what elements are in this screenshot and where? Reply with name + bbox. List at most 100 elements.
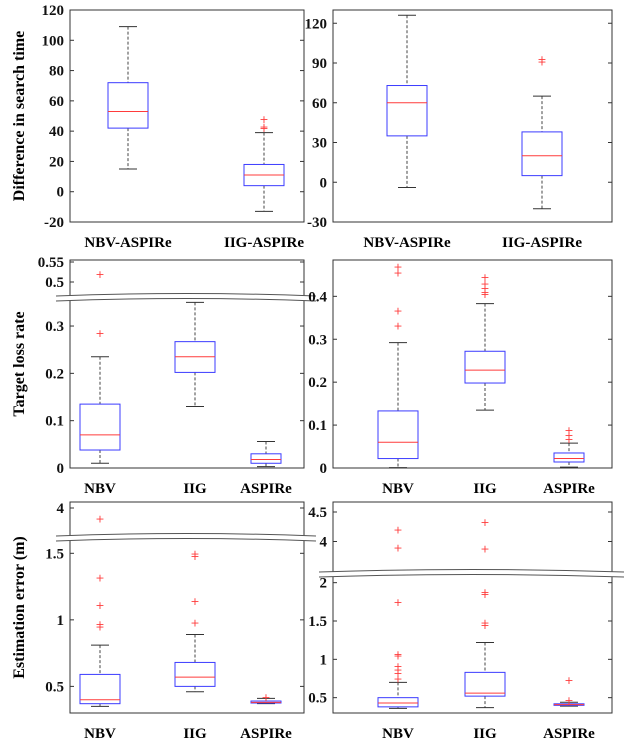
outlier-marker: + xyxy=(393,650,402,663)
y-tick-label: 80 xyxy=(49,64,64,80)
outlier-marker: + xyxy=(190,547,199,560)
box-iqr xyxy=(174,661,216,687)
y-tick-label: 0.3 xyxy=(45,319,64,335)
box-iqr xyxy=(107,82,149,129)
box-iqr xyxy=(79,673,121,705)
y-tick-label: 1 xyxy=(320,652,328,668)
y-tick-label: 60 xyxy=(312,96,327,112)
outlier-marker: + xyxy=(259,121,268,134)
y-tick-label: 0.5 xyxy=(45,679,64,695)
outlier-marker: + xyxy=(95,571,104,584)
outlier-marker: + xyxy=(480,288,489,301)
outlier-marker: + xyxy=(190,550,199,563)
outlier-marker: + xyxy=(393,596,402,609)
outlier-marker: + xyxy=(393,524,402,537)
y-tick-label: -20 xyxy=(44,215,64,231)
axis-break-line xyxy=(318,569,624,573)
y-tick-label: 0.1 xyxy=(308,418,327,434)
y-tick-label: 0.5 xyxy=(308,691,327,707)
box-iig xyxy=(174,301,216,407)
y-tick-label: 90 xyxy=(312,56,327,72)
box-iqr xyxy=(553,452,585,463)
box-nbv: +++++ xyxy=(79,512,121,707)
axis-break-line xyxy=(55,298,317,302)
plot-frame xyxy=(332,9,613,223)
outlier-marker: + xyxy=(480,286,489,299)
box-iqr xyxy=(521,131,563,177)
axis-break-line xyxy=(55,538,317,542)
box-nbv-aspire xyxy=(107,26,149,170)
box-iig: ++++ xyxy=(174,547,216,693)
category-label: IIG-ASPIRe xyxy=(224,235,304,251)
box-iig: +++++ xyxy=(464,271,506,411)
box-nbv-aspire xyxy=(386,14,428,189)
outlier-marker: + xyxy=(393,663,402,676)
y-axis-label: Target loss rate xyxy=(11,311,28,416)
y-tick-label: 0 xyxy=(320,461,328,477)
axis-break-line xyxy=(55,293,317,297)
outlier-marker: + xyxy=(393,673,402,686)
box-iqr xyxy=(79,403,121,451)
y-axis-label: Difference in search time xyxy=(11,31,28,201)
box-aspire: ++ xyxy=(553,674,585,707)
outlier-marker: + xyxy=(564,429,573,442)
axis-break-line xyxy=(55,533,317,537)
category-label: ASPIRe xyxy=(240,481,292,497)
box-iqr xyxy=(464,350,506,384)
outlier-marker: + xyxy=(95,512,104,525)
y-tick-label: 4 xyxy=(57,501,65,517)
y-tick-label: -30 xyxy=(307,215,327,231)
box-iig-aspire: +++ xyxy=(243,113,285,212)
outlier-marker: + xyxy=(480,619,489,632)
outlier-marker: + xyxy=(261,691,270,704)
category-label: NBV xyxy=(382,481,414,497)
outlier-marker: + xyxy=(393,320,402,333)
category-label: IIG xyxy=(473,726,497,742)
box-iqr xyxy=(250,453,282,464)
y-tick-label: 60 xyxy=(49,94,64,110)
y-tick-label: 0.2 xyxy=(45,366,64,382)
box-aspire xyxy=(250,440,282,468)
category-label: IIG-ASPIRe xyxy=(502,235,582,251)
outlier-marker: + xyxy=(480,277,489,290)
box-iqr xyxy=(377,410,419,460)
outlier-marker: + xyxy=(480,516,489,529)
chart-panel-2: -30 0 30 60 90 120 ++ NBV-ASPIRe IIG-ASPIRe xyxy=(305,9,613,251)
outlier-marker: + xyxy=(564,694,573,707)
category-label: NBV-ASPIRe xyxy=(84,235,172,251)
box-aspire: +++ xyxy=(553,424,585,468)
box-iig-aspire: ++ xyxy=(521,53,563,210)
category-label: ASPIRe xyxy=(240,726,292,742)
outlier-marker: + xyxy=(95,268,104,281)
outlier-marker: + xyxy=(393,648,402,661)
outlier-marker: + xyxy=(480,588,489,601)
category-label: IIG xyxy=(183,481,207,497)
outlier-marker: + xyxy=(564,433,573,446)
outlier-marker: + xyxy=(480,543,489,556)
outlier-marker: + xyxy=(564,424,573,437)
y-tick-label: 4.5 xyxy=(308,505,327,521)
y-tick-label: 0.3 xyxy=(308,332,327,348)
outlier-marker: + xyxy=(564,674,573,687)
box-nbv: ++++ xyxy=(377,260,419,469)
category-label: NBV xyxy=(84,726,116,742)
chart-panel-1: -20 0 20 40 60 80 100 120 +++ NBV-ASPIRe IIG-ASPIR… xyxy=(11,3,305,251)
y-tick-label: 30 xyxy=(312,136,327,152)
box-iqr xyxy=(386,85,428,137)
box-iqr xyxy=(377,697,419,708)
box-nbv: ++ xyxy=(79,268,121,464)
outlier-marker: + xyxy=(393,304,402,317)
outlier-marker: + xyxy=(95,621,104,634)
chart-panel-4: 00.10.20.30.4++++++++++++NBV IIG ASPIRe xyxy=(308,259,613,497)
y-tick-label: 0 xyxy=(57,185,65,201)
category-label: IIG xyxy=(473,481,497,497)
box-iqr xyxy=(464,671,506,697)
axis-break-line xyxy=(318,574,624,578)
y-tick-label: 20 xyxy=(49,154,64,170)
y-tick-label: 1.5 xyxy=(45,546,64,562)
category-label: NBV xyxy=(84,481,116,497)
outlier-marker: + xyxy=(393,660,402,673)
outlier-marker: + xyxy=(393,541,402,554)
